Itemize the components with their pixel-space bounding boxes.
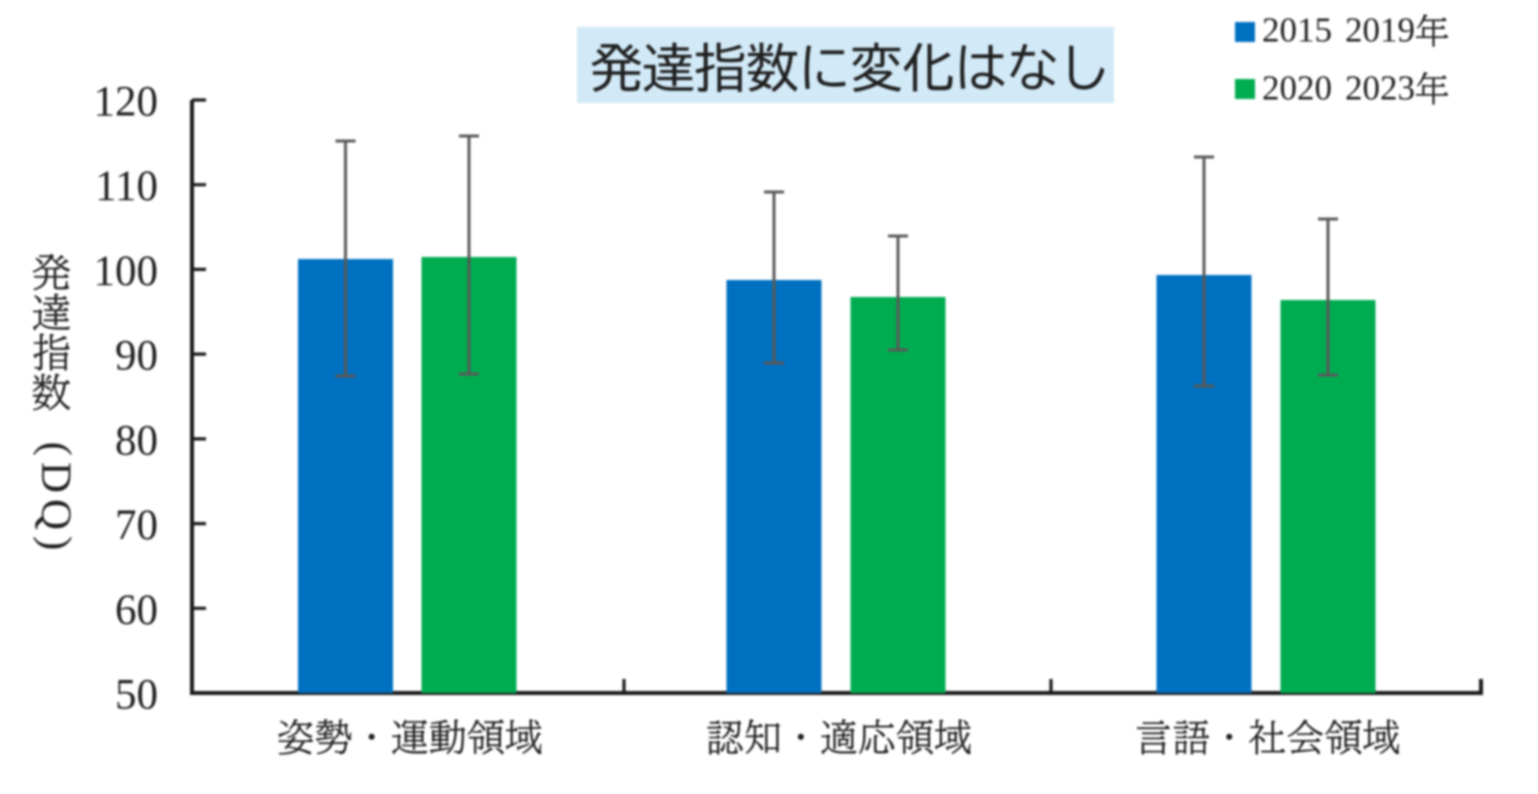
svg-text:70: 70 [115,502,158,549]
svg-text:120: 120 [94,79,159,126]
svg-text:2015: 2015 [1262,11,1332,50]
svg-text:2019: 2019 [1345,11,1415,50]
svg-text:100: 100 [94,248,159,295]
svg-text:50: 50 [115,672,158,719]
svg-text:2020: 2020 [1262,68,1332,107]
svg-text:80: 80 [115,417,158,464]
svg-text:110: 110 [95,163,158,210]
svg-text:90: 90 [115,333,158,380]
svg-text:60: 60 [115,587,158,634]
svg-text:2023: 2023 [1345,68,1415,107]
